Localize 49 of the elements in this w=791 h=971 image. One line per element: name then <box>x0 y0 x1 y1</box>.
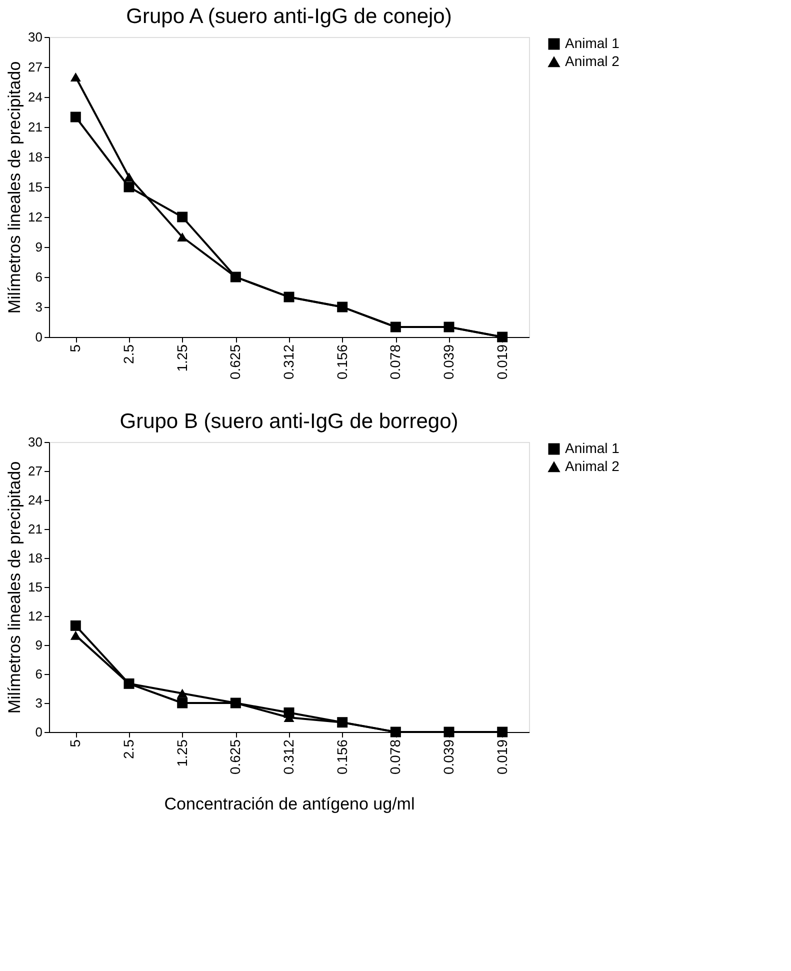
x-tick-label: 5 <box>67 344 84 352</box>
x-tick-label: 0.156 <box>334 344 350 380</box>
y-tick-label: 24 <box>28 492 42 508</box>
y-axis-title: Milímetros lineales de precipitado <box>5 461 24 714</box>
y-tick-label: 3 <box>35 696 42 710</box>
chart-title: Grupo A (suero anti-IgG de conejo) <box>126 5 452 28</box>
y-tick-label: 0 <box>35 724 42 740</box>
x-tick-label: 1.25 <box>174 739 190 767</box>
y-tick-label: 21 <box>28 522 42 536</box>
x-tick-label: 5 <box>67 739 84 748</box>
chart-title: Grupo B (suero anti-IgG de borrego) <box>120 410 458 433</box>
x-tick-label: 0.019 <box>494 344 510 380</box>
legend-label: Animal 1 <box>565 35 620 51</box>
y-tick-label: 15 <box>28 580 42 594</box>
x-tick-label: 0.078 <box>387 739 404 775</box>
y-tick-label: 6 <box>35 666 42 682</box>
x-tick-label: 0.039 <box>440 344 456 380</box>
y-tick-label: 3 <box>35 300 42 314</box>
x-tick-label: 1.25 <box>174 344 190 372</box>
y-tick-label: 30 <box>28 434 42 450</box>
y-tick-label: 30 <box>28 30 42 44</box>
x-tick-label: 0.312 <box>280 739 296 775</box>
legend-label: Animal 2 <box>565 458 620 474</box>
x-tick-label: 0.625 <box>227 344 244 380</box>
y-tick-label: 18 <box>28 150 42 164</box>
y-tick-label: 12 <box>28 608 42 624</box>
x-tick-label: 2.5 <box>120 739 136 759</box>
x-tick-label: 0.312 <box>280 344 296 380</box>
x-tick-label: 0.156 <box>334 739 350 775</box>
y-tick-label: 0 <box>35 330 42 344</box>
y-tick-label: 6 <box>35 270 42 284</box>
x-axis-title: Concentración de antígeno ug/ml <box>164 794 415 814</box>
y-tick-label: 27 <box>28 464 42 478</box>
legend-label: Animal 2 <box>565 53 620 69</box>
y-tick-label: 21 <box>28 120 42 134</box>
y-tick-label: 12 <box>28 210 42 224</box>
x-tick-label: 0.078 <box>387 344 404 380</box>
y-tick-label: 9 <box>35 240 42 254</box>
y-tick-label: 27 <box>28 60 42 74</box>
x-tick-label: 0.019 <box>494 739 510 775</box>
y-tick-label: 24 <box>28 90 42 104</box>
x-tick-label: 2.5 <box>120 344 136 364</box>
x-tick-label: 0.625 <box>227 739 244 775</box>
y-tick-label: 9 <box>35 638 42 652</box>
y-tick-label: 15 <box>28 180 42 194</box>
y-tick-label: 18 <box>28 550 42 566</box>
y-axis-title: Milímetros lineales de precipitado <box>5 61 24 314</box>
legend-label: Animal 1 <box>565 440 620 456</box>
x-tick-label: 0.039 <box>440 739 456 775</box>
